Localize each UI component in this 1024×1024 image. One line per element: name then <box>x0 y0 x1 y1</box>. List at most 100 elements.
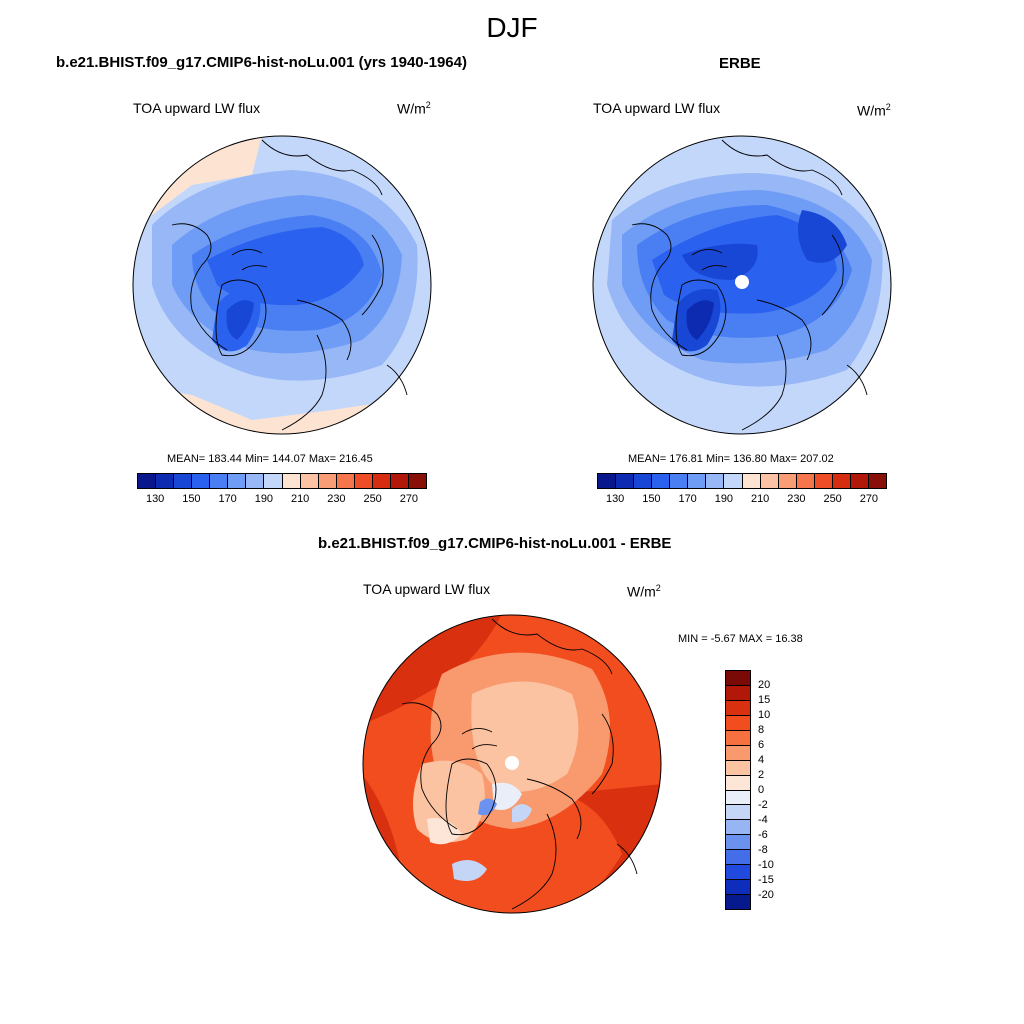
colorbar-swatch <box>616 474 635 488</box>
colorbar-tick-label: 4 <box>758 754 765 766</box>
colorbar-tick-label: -20 <box>758 889 774 901</box>
colorbar-swatch <box>372 474 391 488</box>
colorbar-swatch <box>282 474 301 488</box>
colorbar-swatch <box>264 474 283 488</box>
colorbar-swatch <box>726 671 750 686</box>
colorbar-swatch <box>726 685 750 701</box>
colorbar-tick-label: 130 <box>145 493 165 505</box>
colorbar-swatch <box>210 474 229 488</box>
colorbar-swatch <box>726 850 750 866</box>
colorbar-swatch <box>336 474 355 488</box>
panel-1-variable-label: TOA upward LW flux <box>133 100 261 116</box>
colorbar-tick-label: -6 <box>758 829 768 841</box>
colorbar-swatch <box>726 730 750 746</box>
colorbar-tick-label: 15 <box>758 694 771 706</box>
colorbar-tick-label: -4 <box>758 814 768 826</box>
colorbar-tick-label: 210 <box>750 493 770 505</box>
colorbar-swatch <box>726 700 750 716</box>
panel-1-units: W/m2 <box>397 100 431 117</box>
colorbar-swatch <box>408 474 426 488</box>
colorbar-tick-label: -15 <box>758 874 774 886</box>
colorbar-tick-label: 230 <box>327 493 346 505</box>
colorbar-swatch <box>318 474 337 488</box>
colorbar-swatch <box>726 820 750 836</box>
colorbar-tick-label: 210 <box>290 493 310 505</box>
panel-1-title: b.e21.BHIST.f09_g17.CMIP6-hist-noLu.001 … <box>56 54 467 71</box>
panel-3-stats: MIN = -5.67 MAX = 16.38 <box>678 633 803 645</box>
colorbar-swatch <box>354 474 373 488</box>
colorbar-swatch <box>670 474 689 488</box>
panel-2-variable-label: TOA upward LW flux <box>593 100 721 116</box>
colorbar-tick-label: 230 <box>787 493 806 505</box>
colorbar-tick-label: 150 <box>182 493 201 505</box>
colorbar-swatch <box>726 805 750 821</box>
panel-3-title: b.e21.BHIST.f09_g17.CMIP6-hist-noLu.001 … <box>318 535 672 552</box>
colorbar-swatch <box>868 474 886 488</box>
colorbar-swatch <box>724 474 743 488</box>
colorbar-swatch <box>796 474 815 488</box>
panel-1-polar-map <box>132 135 432 435</box>
panel-1-stats: MEAN= 183.44 Min= 144.07 Max= 216.45 <box>167 453 373 465</box>
colorbar-tick-label: -2 <box>758 799 768 811</box>
colorbar-swatch <box>814 474 833 488</box>
colorbar-swatch <box>726 745 750 761</box>
colorbar-tick-label: 6 <box>758 739 765 751</box>
colorbar-swatch <box>850 474 869 488</box>
colorbar-swatch <box>138 474 157 488</box>
colorbar-swatch <box>652 474 671 488</box>
colorbar-swatch <box>634 474 653 488</box>
colorbar-tick-label: 0 <box>758 784 765 796</box>
colorbar-swatch <box>726 865 750 881</box>
colorbar-swatch <box>726 880 750 896</box>
colorbar-swatch <box>726 760 750 776</box>
colorbar-swatch <box>726 775 750 791</box>
panel-3-colorbar <box>725 670 751 910</box>
colorbar-swatch <box>726 835 750 851</box>
colorbar-tick-label: 250 <box>363 493 382 505</box>
panel-3-variable-label: TOA upward LW flux <box>363 581 491 597</box>
colorbar-tick-label: 270 <box>859 493 879 505</box>
colorbar-tick-label: 10 <box>758 709 771 721</box>
colorbar-swatch <box>300 474 319 488</box>
colorbar-tick-label: 190 <box>714 493 734 505</box>
panel-3-polar-map <box>362 614 662 914</box>
colorbar-tick-label: -8 <box>758 844 768 856</box>
panel-2-colorbar <box>597 473 887 489</box>
colorbar-swatch <box>192 474 211 488</box>
panel-2-polar-map <box>592 135 892 435</box>
colorbar-tick-label: 250 <box>823 493 842 505</box>
colorbar-swatch <box>832 474 851 488</box>
panel-1-colorbar-ticks: 130 150 170 190 210 230 250 270 <box>137 493 427 507</box>
colorbar-swatch <box>726 790 750 806</box>
colorbar-tick-label: -10 <box>758 859 774 871</box>
colorbar-swatch <box>760 474 779 488</box>
colorbar-tick-label: 2 <box>758 769 765 781</box>
colorbar-tick-label: 130 <box>605 493 625 505</box>
colorbar-swatch <box>726 715 750 731</box>
colorbar-swatch <box>390 474 409 488</box>
colorbar-swatch <box>706 474 725 488</box>
colorbar-tick-label: 8 <box>758 724 765 736</box>
panel-2-units: W/m2 <box>857 102 891 119</box>
figure-title: DJF <box>486 12 538 43</box>
panel-3-units: W/m2 <box>627 583 661 600</box>
panel-2-colorbar-ticks: 130 150 170 190 210 230 250 270 <box>597 493 887 507</box>
colorbar-swatch <box>742 474 761 488</box>
panel-3-colorbar-ticks: 20 15 10 8 6 4 2 0 -2 -4 -6 -8 -10 -15 -20 <box>758 670 798 910</box>
colorbar-tick-label: 170 <box>678 493 697 505</box>
colorbar-swatch <box>156 474 175 488</box>
colorbar-tick-label: 170 <box>218 493 237 505</box>
colorbar-tick-label: 20 <box>758 679 771 691</box>
colorbar-swatch <box>174 474 193 488</box>
colorbar-swatch <box>778 474 797 488</box>
colorbar-swatch <box>598 474 617 488</box>
colorbar-swatch <box>228 474 247 488</box>
colorbar-swatch <box>688 474 707 488</box>
colorbar-tick-label: 270 <box>399 493 419 505</box>
panel-1-colorbar <box>137 473 427 489</box>
panel-2-stats: MEAN= 176.81 Min= 136.80 Max= 207.02 <box>628 453 834 465</box>
colorbar-tick-label: 150 <box>642 493 661 505</box>
colorbar-tick-label: 190 <box>254 493 274 505</box>
colorbar-swatch <box>246 474 265 488</box>
panel-2-title: ERBE <box>719 55 761 72</box>
